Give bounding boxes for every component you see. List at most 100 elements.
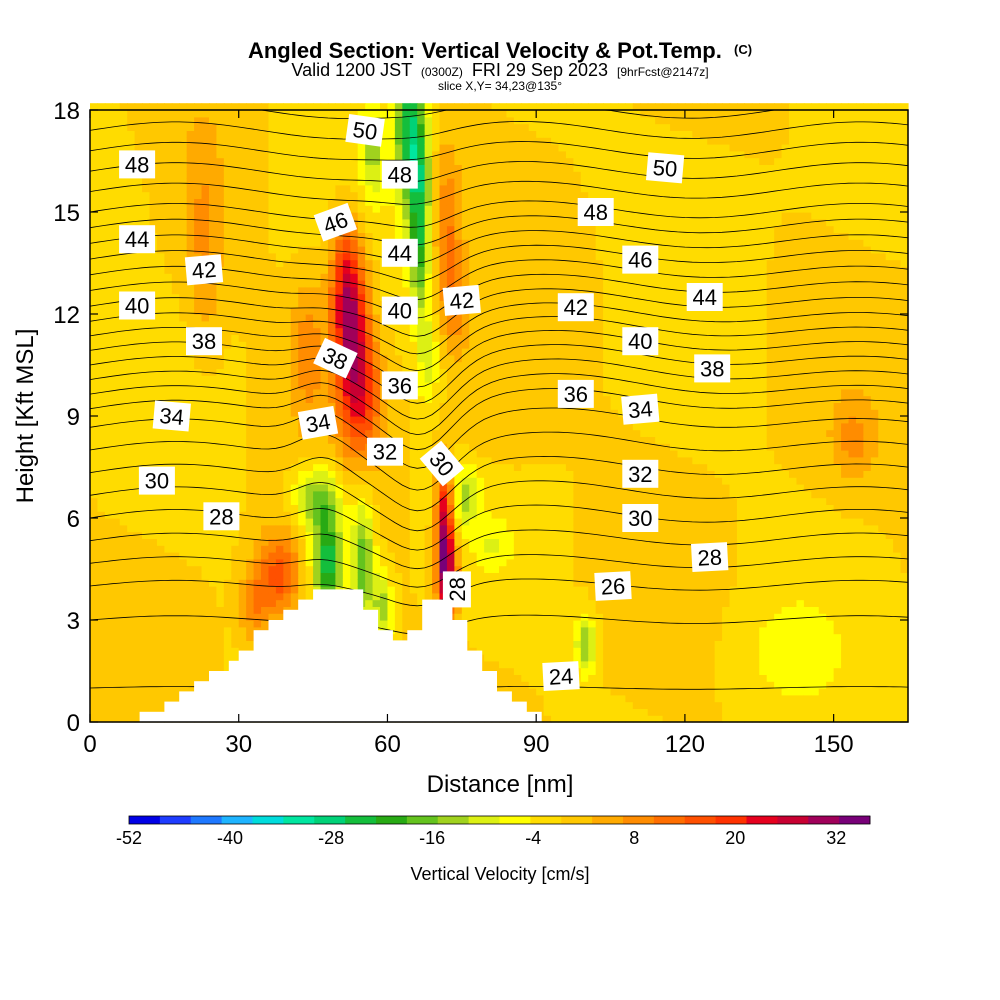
w-cell <box>305 586 314 594</box>
w-cell <box>201 300 210 308</box>
w-cell <box>238 388 247 397</box>
w-cell <box>142 137 151 145</box>
w-cell <box>194 429 203 437</box>
w-cell <box>432 436 441 444</box>
w-cell <box>484 409 493 417</box>
w-cell <box>194 654 203 662</box>
w-cell <box>149 348 158 356</box>
w-cell <box>275 341 284 349</box>
w-cell <box>327 314 336 322</box>
w-cell <box>402 232 411 240</box>
w-cell <box>134 348 143 356</box>
w-cell <box>342 518 351 526</box>
w-cell <box>164 674 173 682</box>
w-cell <box>365 157 374 165</box>
w-cell <box>201 375 210 383</box>
w-cell <box>484 504 493 512</box>
w-cell <box>380 463 389 471</box>
w-cell <box>439 280 448 288</box>
w-cell <box>268 443 277 451</box>
w-cell <box>461 558 470 567</box>
w-cell <box>357 293 366 301</box>
w-cell <box>409 552 418 560</box>
w-cell <box>290 524 299 533</box>
w-cell <box>201 456 210 465</box>
w-cell <box>424 429 433 437</box>
w-cell <box>469 368 478 376</box>
w-cell <box>298 470 307 478</box>
w-cell <box>216 110 225 118</box>
w-cell <box>313 123 322 131</box>
subtitle-utc-time: (0300Z) <box>421 65 463 79</box>
w-cell <box>119 348 128 356</box>
w-cell <box>179 361 188 369</box>
w-cell <box>298 123 307 131</box>
w-cell <box>476 572 485 580</box>
w-cell <box>179 660 188 669</box>
w-cell <box>417 429 426 437</box>
w-cell <box>134 286 143 295</box>
w-cell <box>104 409 113 417</box>
w-cell <box>186 422 195 431</box>
w-cell <box>104 552 113 560</box>
w-cell <box>142 191 151 199</box>
w-cell <box>246 116 255 125</box>
w-cell <box>119 320 128 329</box>
w-cell <box>246 348 255 356</box>
w-cell <box>305 198 314 206</box>
w-cell <box>134 382 143 390</box>
w-cell <box>201 395 210 403</box>
w-cell <box>208 620 218 628</box>
w-cell <box>454 613 463 621</box>
w-cell <box>439 565 448 573</box>
w-cell <box>179 334 188 342</box>
w-cell <box>208 626 218 635</box>
w-cell <box>365 429 374 437</box>
w-cell <box>149 327 158 335</box>
w-cell <box>439 497 448 505</box>
w-cell <box>186 436 195 444</box>
w-cell <box>484 116 493 125</box>
w-cell <box>372 490 381 499</box>
w-cell <box>461 463 470 471</box>
w-cell <box>283 402 292 410</box>
w-cell <box>186 681 195 689</box>
w-cell <box>283 205 292 213</box>
w-cell <box>223 293 232 301</box>
subtitle-valid-time: Valid 1200 JST <box>291 60 412 80</box>
w-cell <box>275 436 284 444</box>
w-cell <box>186 354 195 363</box>
w-cell <box>268 395 277 403</box>
w-cell <box>432 191 441 199</box>
w-cell <box>350 191 359 199</box>
w-cell <box>320 375 329 383</box>
w-cell <box>90 504 99 512</box>
w-cell <box>238 103 247 111</box>
w-cell <box>476 137 485 145</box>
w-cell <box>246 327 255 335</box>
w-cell <box>469 116 478 125</box>
w-cell <box>194 171 203 179</box>
w-cell <box>104 320 113 329</box>
w-cell <box>179 463 188 471</box>
w-cell <box>104 497 113 505</box>
w-cell <box>179 470 188 478</box>
w-cell <box>179 565 188 573</box>
w-cell <box>372 150 381 159</box>
w-cell <box>484 361 493 369</box>
w-cell <box>194 613 203 621</box>
w-cell <box>104 232 113 240</box>
w-cell <box>104 191 113 199</box>
w-cell <box>171 490 180 499</box>
w-cell <box>275 327 284 335</box>
w-cell <box>335 259 344 267</box>
w-cell <box>149 599 158 607</box>
w-cell <box>268 130 277 138</box>
w-cell <box>432 531 441 539</box>
w-cell <box>402 531 411 539</box>
w-cell <box>104 395 113 403</box>
w-cell <box>142 592 151 601</box>
w-cell <box>335 103 344 111</box>
w-cell <box>454 524 463 533</box>
w-cell <box>216 103 225 111</box>
